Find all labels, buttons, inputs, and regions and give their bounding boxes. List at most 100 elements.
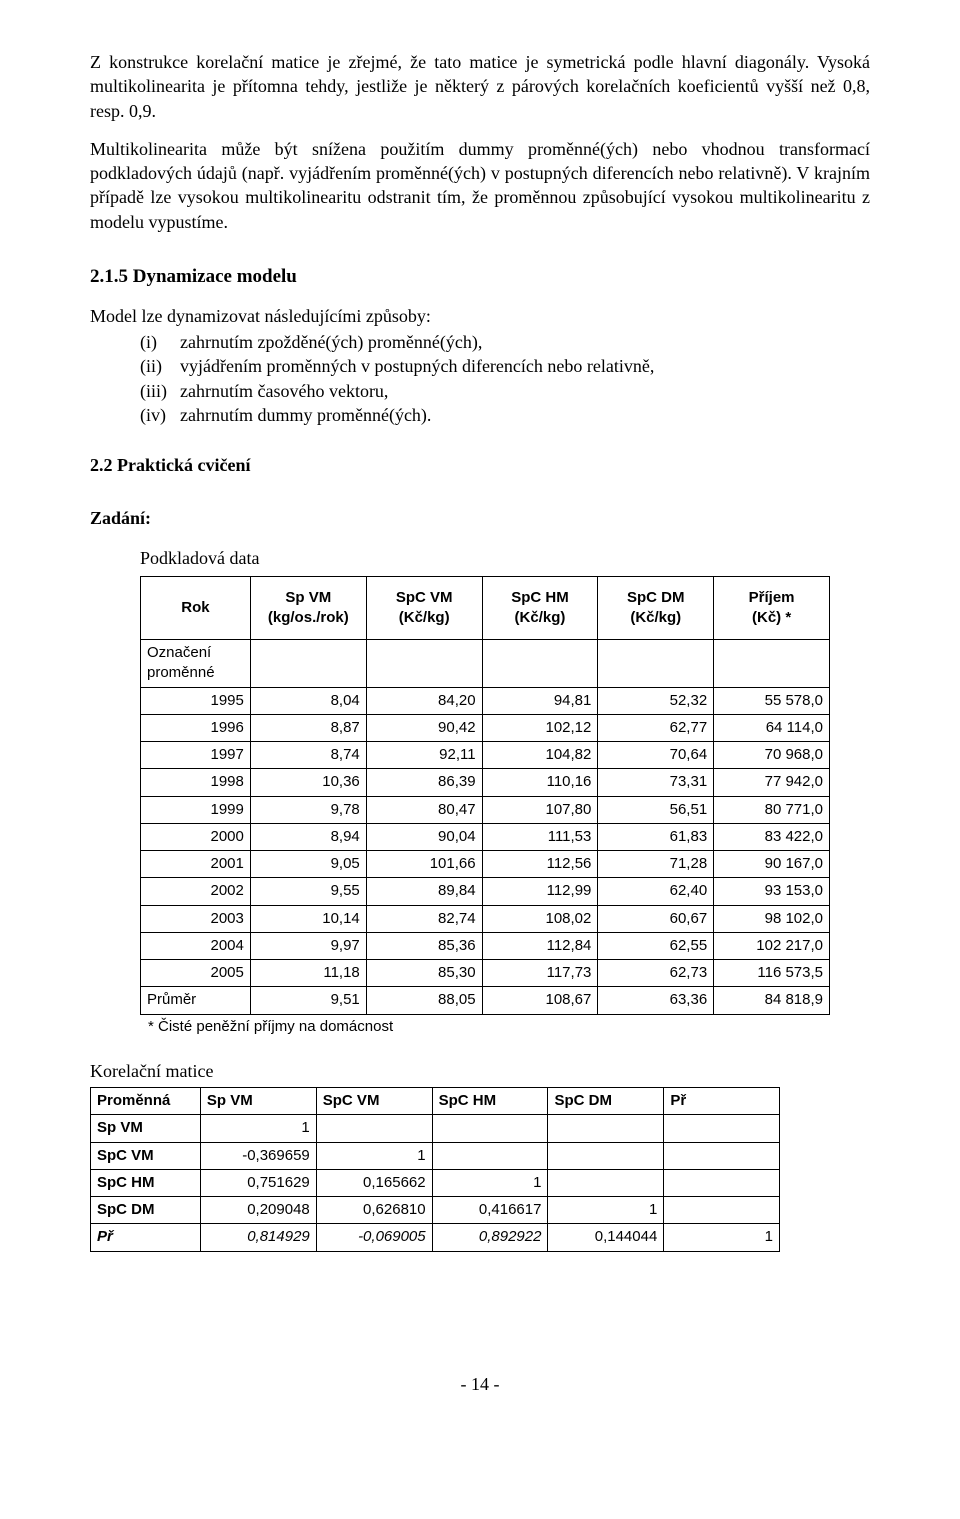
table-cell: 1998 — [141, 769, 251, 796]
empty-cell — [366, 640, 482, 688]
corr-cell: 0,209048 — [200, 1197, 316, 1224]
corr-row: SpC DM0,2090480,6268100,4166171 — [91, 1197, 780, 1224]
table-cell: 82,74 — [366, 905, 482, 932]
table-cell: 1996 — [141, 714, 251, 741]
list-marker: (iii) — [90, 379, 180, 403]
col-spvm-a: Sp VM — [285, 589, 331, 606]
corr-cell — [432, 1142, 548, 1169]
table-cell: 62,55 — [598, 932, 714, 959]
corr-header-row: Proměnná Sp VM SpC VM SpC HM SpC DM Př — [91, 1088, 780, 1115]
col-spvm-b: (kg/os./rok) — [268, 609, 349, 626]
col-spcdm-a: SpC DM — [627, 589, 685, 606]
table-cell: 8,04 — [250, 687, 366, 714]
corr-cell: 0,165662 — [316, 1169, 432, 1196]
corr-cell: 1 — [548, 1197, 664, 1224]
table-cell: 107,80 — [482, 796, 598, 823]
col-spchm: SpC HM (Kč/kg) — [482, 577, 598, 640]
corr-cell: 1 — [664, 1224, 780, 1251]
table-cell: 111,53 — [482, 823, 598, 850]
table-cell: 94,81 — [482, 687, 598, 714]
avg-v2: 88,05 — [366, 987, 482, 1014]
paragraph-2: Multikolinearita může být snížena použit… — [90, 137, 870, 234]
table-cell: 2004 — [141, 932, 251, 959]
table-cell: 70 968,0 — [714, 742, 830, 769]
empty-cell — [714, 640, 830, 688]
table-cell: 73,31 — [598, 769, 714, 796]
table-cell: 8,74 — [250, 742, 366, 769]
col-spchm-b: (Kč/kg) — [515, 609, 566, 626]
table-cell: 9,55 — [250, 878, 366, 905]
oznaceni-cell: Označení proměnné — [141, 640, 251, 688]
table-cell: 9,78 — [250, 796, 366, 823]
corr-row: SpC VM-0,3696591 — [91, 1142, 780, 1169]
table-cell: 90 167,0 — [714, 851, 830, 878]
col-prijem-b: (Kč) * — [752, 609, 791, 626]
table-row: 20049,9785,36112,8462,55102 217,0 — [141, 932, 830, 959]
table-cell: 2001 — [141, 851, 251, 878]
table-row: 19958,0484,2094,8152,3255 578,0 — [141, 687, 830, 714]
table-row: 200511,1885,30117,7362,73116 573,5 — [141, 960, 830, 987]
table-row: 19978,7492,11104,8270,6470 968,0 — [141, 742, 830, 769]
corr-row-label: SpC DM — [91, 1197, 201, 1224]
table-cell: 116 573,5 — [714, 960, 830, 987]
list-text: zahrnutím časového vektoru, — [180, 379, 870, 403]
table-cell: 56,51 — [598, 796, 714, 823]
table-cell: 2005 — [141, 960, 251, 987]
corr-table: Proměnná Sp VM SpC VM SpC HM SpC DM Př S… — [90, 1087, 780, 1252]
table-cell: 77 942,0 — [714, 769, 830, 796]
table-row: 199810,3686,39110,1673,3177 942,0 — [141, 769, 830, 796]
corr-cell: 0,814929 — [200, 1224, 316, 1251]
empty-cell — [250, 640, 366, 688]
corr-cell: 1 — [432, 1169, 548, 1196]
table-cell: 1997 — [141, 742, 251, 769]
list-marker: (i) — [90, 330, 180, 354]
corr-cell — [664, 1142, 780, 1169]
corr-cell — [548, 1115, 664, 1142]
data-table-title: Podkladová data — [140, 546, 870, 570]
corr-cell: -0,069005 — [316, 1224, 432, 1251]
table-cell: 1995 — [141, 687, 251, 714]
empty-cell — [482, 640, 598, 688]
table-row: 200310,1482,74108,0260,6798 102,0 — [141, 905, 830, 932]
zadani-label: Zadání: — [90, 506, 870, 530]
table-cell: 64 114,0 — [714, 714, 830, 741]
table-cell: 61,83 — [598, 823, 714, 850]
empty-cell — [598, 640, 714, 688]
corr-head-c5: Př — [664, 1088, 780, 1115]
table-cell: 102,12 — [482, 714, 598, 741]
list-text: zahrnutím dummy proměnné(ých). — [180, 403, 870, 427]
corr-cell: 0,626810 — [316, 1197, 432, 1224]
table-cell: 85,30 — [366, 960, 482, 987]
table-header-row: Rok Sp VM (kg/os./rok) SpC VM (Kč/kg) Sp… — [141, 577, 830, 640]
table-cell: 8,94 — [250, 823, 366, 850]
table-cell: 86,39 — [366, 769, 482, 796]
table-cell: 93 153,0 — [714, 878, 830, 905]
col-prijem-a: Příjem — [749, 589, 795, 606]
list-marker: (iv) — [90, 403, 180, 427]
table-cell: 10,36 — [250, 769, 366, 796]
table-cell: 52,32 — [598, 687, 714, 714]
corr-cell: 0,751629 — [200, 1169, 316, 1196]
corr-cell — [664, 1197, 780, 1224]
corr-cell — [316, 1115, 432, 1142]
corr-row-label: SpC HM — [91, 1169, 201, 1196]
oznaceni-b: proměnné — [147, 664, 215, 681]
avg-v5: 84 818,9 — [714, 987, 830, 1014]
oznaceni-a: Označení — [147, 644, 211, 661]
table-cell: 8,87 — [250, 714, 366, 741]
corr-row: SpC HM0,7516290,1656621 — [91, 1169, 780, 1196]
corr-cell — [432, 1115, 548, 1142]
table-cell: 62,73 — [598, 960, 714, 987]
dynamization-list: (i) zahrnutím zpožděné(ých) proměnné(ých… — [90, 330, 870, 427]
table-cell: 10,14 — [250, 905, 366, 932]
table-cell: 108,02 — [482, 905, 598, 932]
table-row-oznaceni: Označení proměnné — [141, 640, 830, 688]
corr-row-label: Sp VM — [91, 1115, 201, 1142]
table-cell: 83 422,0 — [714, 823, 830, 850]
table-cell: 110,16 — [482, 769, 598, 796]
col-spcvm-a: SpC VM — [396, 589, 453, 606]
list-marker: (ii) — [90, 354, 180, 378]
section-2-1-5-title: 2.1.5 Dynamizace modelu — [90, 264, 870, 290]
table-cell: 62,77 — [598, 714, 714, 741]
corr-cell: -0,369659 — [200, 1142, 316, 1169]
